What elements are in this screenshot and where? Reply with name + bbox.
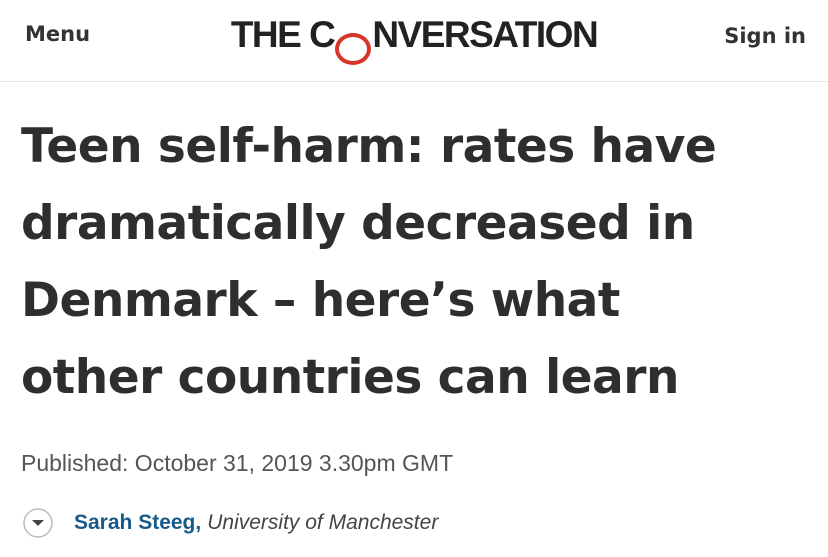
site-header: Menu THE CONVERSATION Sign in [0,0,828,82]
publish-date: Published: October 31, 2019 3.30pm GMT [21,450,454,476]
logo-text: NVERSATION [372,14,598,55]
expand-icon[interactable] [22,507,54,539]
site-logo[interactable]: THE CONVERSATION [0,14,828,65]
title-line: Denmark – here’s what [21,273,620,328]
logo-bubble: O [335,33,372,65]
article-title: Teen self-harm: rates have dramatically d… [21,108,821,416]
author-row: Sarah Steeg, University of Manchester [22,506,438,540]
menu-button[interactable]: Menu [25,22,91,46]
sign-in-button[interactable]: Sign in [724,24,806,48]
author-affiliation: University of Manchester [207,511,439,534]
author-name[interactable]: Sarah Steeg, [74,511,202,534]
logo-text: THE C [230,14,336,55]
title-line: dramatically decreased in [21,196,695,251]
title-line: Teen self-harm: rates have [21,119,717,174]
title-line: other countries can learn [21,350,679,405]
